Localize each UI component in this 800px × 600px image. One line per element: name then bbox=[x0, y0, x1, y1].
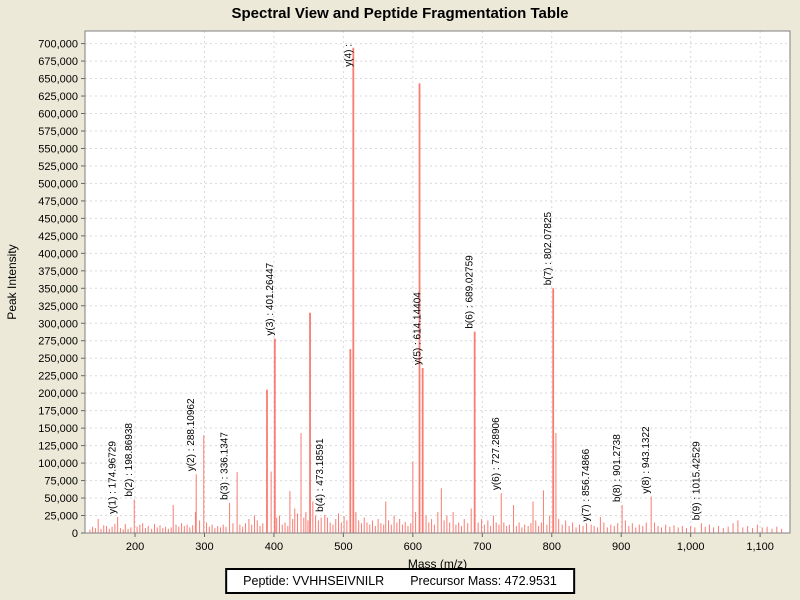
peak-label: b(7) : 802.07825 bbox=[543, 211, 554, 285]
y-axis-tick-label: 25,000 bbox=[44, 511, 78, 523]
y-axis-tick-label: 50,000 bbox=[44, 493, 78, 505]
plot-area[interactable] bbox=[85, 31, 790, 533]
x-axis-tick-label: 600 bbox=[404, 541, 422, 553]
peak-labels: y(1) : 174.96729 b(2) : 198.86938 y(2) : 2… bbox=[108, 44, 703, 522]
y-axis-tick-label: 525,000 bbox=[38, 161, 78, 173]
y-axis-tick-label: 250,000 bbox=[38, 353, 78, 365]
peak-label: y(8) : 943.1322 bbox=[641, 426, 652, 494]
peak-label: y(6) : 727.28906 bbox=[491, 417, 502, 490]
peak-label: b(3) : 336.1347 bbox=[220, 432, 231, 500]
y-axis-tick-label: 275,000 bbox=[38, 336, 78, 348]
x-axis-tick-label: 800 bbox=[543, 541, 561, 553]
y-axis-tick-label: 500,000 bbox=[38, 178, 78, 190]
x-axis-tick-label: 200 bbox=[126, 541, 144, 553]
x-axis-title: Mass (m/z) bbox=[408, 557, 467, 571]
y-axis-tick-label: 600,000 bbox=[38, 109, 78, 121]
y-axis-tick-label: 75,000 bbox=[44, 476, 78, 488]
x-axis-tick-label: 700 bbox=[473, 541, 491, 553]
peak-label: y(3) : 401.26447 bbox=[265, 262, 276, 335]
peak-label: y(5) : 614.14404 bbox=[413, 292, 424, 365]
y-axis-tick-label: 575,000 bbox=[38, 126, 78, 138]
y-axis-tick-label: 700,000 bbox=[38, 39, 78, 51]
y-axis-tick-label: 225,000 bbox=[38, 371, 78, 383]
y-axis-tick-label: 400,000 bbox=[38, 248, 78, 260]
peak-label: y(2) : 288.10962 bbox=[186, 398, 197, 471]
y-axis-tick-label: 425,000 bbox=[38, 231, 78, 243]
y-axis-tick-label: 125,000 bbox=[38, 441, 78, 453]
x-axis-tick-label: 300 bbox=[195, 541, 213, 553]
x-axis-tick-label: 900 bbox=[612, 541, 630, 553]
y-axis-tick-label: 175,000 bbox=[38, 406, 78, 418]
chart-title: Spectral View and Peptide Fragmentation … bbox=[231, 5, 569, 22]
spectrum-peaks bbox=[89, 47, 783, 533]
plot-border bbox=[84, 30, 791, 534]
y-axis-tick-label: 625,000 bbox=[38, 91, 78, 103]
peak-label: b(9) : 1015.42529 bbox=[691, 441, 702, 520]
x-axis-tick-label: 500 bbox=[334, 541, 352, 553]
peak-label: y(7) : 856.74866 bbox=[581, 448, 592, 521]
axis-labels: 0 25,000 50,000 75,000 100,000 125,000 150,000… bbox=[38, 39, 774, 553]
y-axis-tick-label: 450,000 bbox=[38, 213, 78, 225]
y-axis-tick-label: 650,000 bbox=[38, 74, 78, 86]
x-axis-tick-label: 400 bbox=[265, 541, 283, 553]
peptide-info-box: Peptide: VVHHSEIVNILR Precursor Mass: 472… bbox=[225, 568, 575, 594]
peak-label: b(4) : 473.18591 bbox=[315, 438, 326, 512]
y-axis-tick-label: 350,000 bbox=[38, 283, 78, 295]
y-axis-tick-label: 675,000 bbox=[38, 56, 78, 68]
gridlines bbox=[85, 31, 790, 533]
peak-label: y(4) : bbox=[343, 44, 354, 67]
peak-label: y(1) : 174.96729 bbox=[108, 441, 119, 514]
y-axis-tick-label: 375,000 bbox=[38, 266, 78, 278]
y-axis-tick-label: 200,000 bbox=[38, 388, 78, 400]
x-axis-tick-label: 1,000 bbox=[677, 541, 705, 553]
y-axis-title: Peak Intensity bbox=[5, 244, 19, 319]
peptide-label: Peptide: VVHHSEIVNILR bbox=[243, 574, 385, 588]
precursor-mass-label: Precursor Mass: 472.9531 bbox=[410, 574, 557, 588]
y-axis-tick-label: 100,000 bbox=[38, 458, 78, 470]
y-axis-tick-label: 300,000 bbox=[38, 318, 78, 330]
y-axis-tick-label: 150,000 bbox=[38, 423, 78, 435]
y-axis-tick-label: 550,000 bbox=[38, 143, 78, 155]
peak-label: b(2) : 198.86938 bbox=[124, 423, 135, 497]
peak-label: b(6) : 689.02759 bbox=[465, 255, 476, 329]
x-axis-tick-label: 1,100 bbox=[746, 541, 774, 553]
y-axis-tick-label: 475,000 bbox=[38, 196, 78, 208]
peak-label: b(8) : 901.2738 bbox=[612, 434, 623, 502]
y-axis-tick-label: 325,000 bbox=[38, 301, 78, 313]
y-axis-tick-label: 0 bbox=[72, 528, 78, 540]
